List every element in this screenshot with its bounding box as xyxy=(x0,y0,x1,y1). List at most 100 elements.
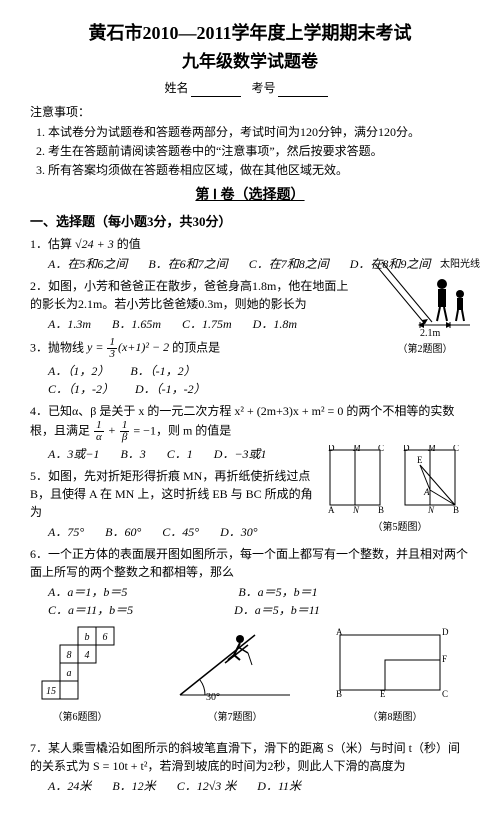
svg-text:M: M xyxy=(427,445,436,453)
svg-text:B: B xyxy=(336,689,342,699)
question-7: 7．某人乘雪橇沿如图所示的斜坡笔直滑下，滑下的距离 S（米）与时间 t（秒）间的… xyxy=(30,739,470,795)
q7-a: A．24米 xyxy=(48,777,91,795)
question-6: 6．一个正方体的表面展开图如图所示，每一个面上都写有一个整数，并且相对两个面上所… xyxy=(30,545,470,619)
svg-text:A: A xyxy=(328,505,335,515)
notice-item: 本试卷分为试题卷和答题卷两部分，考试时间为120分钟，满分120分。 xyxy=(48,123,470,141)
part1-head: 一、选择题（每小题3分，共30分） xyxy=(30,212,470,232)
svg-text:F: F xyxy=(442,654,447,664)
q6-b: B．a＝5，b＝1 xyxy=(238,583,317,601)
q6-fig-cap: （第6题图） xyxy=(40,710,120,725)
q2-b: B．1.65m xyxy=(112,315,161,333)
q7-stem: 7．某人乘雪橇沿如图所示的斜坡笔直滑下，滑下的距离 S（米）与时间 t（秒）间的… xyxy=(30,739,470,775)
q5-fig-cap: （第5题图） xyxy=(325,520,475,535)
q5-a: A．75° xyxy=(48,523,84,541)
q6-c: C．a＝11，b＝5 xyxy=(48,601,133,619)
q4-stem: 4．已知α、β 是关于 x 的一元二次方程 x² + (2m+3)x + m² … xyxy=(30,402,470,443)
q3-b: B．（-1，2） xyxy=(130,362,195,380)
svg-text:E: E xyxy=(417,455,423,465)
q1-pre: 1．估算 xyxy=(30,237,72,251)
svg-text:C: C xyxy=(442,689,448,699)
q6-options: A．a＝1，b＝5 B．a＝5，b＝1 C．a＝11，b＝5 D．a＝5，b＝1… xyxy=(30,583,470,619)
svg-text:4: 4 xyxy=(85,650,90,661)
svg-text:8: 8 xyxy=(67,650,72,661)
name-label: 姓名 xyxy=(164,81,188,95)
q2-c: C．1.75m xyxy=(182,315,232,333)
q2-sun-label: 太阳光线 xyxy=(440,257,480,272)
q7-fig-cap: （第7题图） xyxy=(170,710,300,725)
q7-b: B．12米 xyxy=(112,777,155,795)
q1-c: C．在7和8之间 xyxy=(249,255,329,273)
q3-d: D．（-1，-2） xyxy=(135,380,206,398)
q7-angle: 30° xyxy=(206,690,220,705)
svg-text:A: A xyxy=(423,487,430,497)
q2-a: A．1.3m xyxy=(48,315,91,333)
section-bar: 第 Ⅰ 卷（选择题） xyxy=(30,185,470,206)
svg-text:D: D xyxy=(442,627,449,637)
q3-expr: y = 13(x+1)² − 2 xyxy=(87,340,169,354)
q6-net: b 6 8 4 a 15 （第6题图） xyxy=(40,625,120,725)
notice-head: 注意事项： xyxy=(30,103,470,121)
svg-text:E: E xyxy=(380,689,386,699)
q7-d: D．11米 xyxy=(257,777,301,795)
q6-d: D．a＝5，b＝11 xyxy=(234,601,320,619)
svg-text:6: 6 xyxy=(103,632,108,643)
q1-a: A．在5和6之间 xyxy=(48,255,127,273)
examno-label: 考号 xyxy=(252,81,276,95)
q4-expr: 1α + 1β xyxy=(93,423,130,437)
question-5: 5．如图，先对折矩形得折痕 MN，再折纸使折线过点 B，且使得 A 在 MN 上… xyxy=(30,467,470,541)
svg-text:B: B xyxy=(453,505,459,515)
q6-stem: 6．一个正方体的表面展开图如图所示，每一个面上都写有一个整数，并且相对两个面上所… xyxy=(30,545,470,581)
q5-d: D．30° xyxy=(220,523,257,541)
svg-text:C: C xyxy=(453,445,459,453)
examno-blank xyxy=(278,84,328,97)
figure-row: b 6 8 4 a 15 （第6题图） xyxy=(30,625,470,735)
svg-text:D: D xyxy=(328,445,335,453)
q4-c: C．1 xyxy=(167,445,193,463)
q5-stem: 5．如图，先对折矩形得折痕 MN，再折纸使折线过点 B，且使得 A 在 MN 上… xyxy=(30,467,320,521)
svg-text:A: A xyxy=(336,627,343,637)
q8-fig-cap: （第8题图） xyxy=(330,710,460,725)
q1-expr: √24 + 3 xyxy=(75,237,114,251)
svg-text:b: b xyxy=(85,632,90,643)
q7-c: C．12√3 米 xyxy=(177,777,237,795)
q5-options: A．75° B．60° C．45° D．30° xyxy=(30,523,320,541)
q3-stem: 3．抛物线 y = 13(x+1)² − 2 的顶点是 xyxy=(30,337,470,360)
q3-c: C．（1，-2） xyxy=(48,380,114,398)
notice-item: 所有答案均须做在答题卷相应区域，做在其他区域无效。 xyxy=(48,161,470,179)
notice-list: 本试卷分为试题卷和答题卷两部分，考试时间为120分钟，满分120分。 考生在答题… xyxy=(30,123,470,179)
q7-figure: 30° （第7题图） xyxy=(170,625,300,725)
q4-post: = −1，则 m 的值是 xyxy=(133,423,231,437)
q4-a: A．3或−1 xyxy=(48,445,99,463)
title-main: 黄石市2010—2011学年度上学期期末考试 xyxy=(30,20,470,47)
title-sub: 九年级数学试题卷 xyxy=(30,49,470,75)
q1-stem: 1．估算 √24 + 3 的值 xyxy=(30,235,470,253)
svg-text:D: D xyxy=(403,445,410,453)
svg-text:C: C xyxy=(378,445,384,453)
svg-text:M: M xyxy=(352,445,361,453)
q5-b: B．60° xyxy=(105,523,141,541)
name-blank xyxy=(191,84,241,97)
q3-a: A．（1，2） xyxy=(48,362,109,380)
q2-stem: 2．如图，小芳和爸爸正在散步，爸爸身高1.8m，他在地面上的影长为2.1m。若小… xyxy=(30,277,360,313)
svg-text:N: N xyxy=(427,505,435,515)
question-2: 2．如图，小芳和爸爸正在散步，爸爸身高1.8m，他在地面上的影长为2.1m。若小… xyxy=(30,277,470,333)
svg-text:B: B xyxy=(378,505,384,515)
q3-mid: 的顶点是 xyxy=(172,340,220,354)
q3-options: A．（1，2） B．（-1，2） C．（1，-2） D．（-1，-2） xyxy=(30,362,470,398)
q6-a: A．a＝1，b＝5 xyxy=(48,583,127,601)
q5-c: C．45° xyxy=(162,523,199,541)
q5-svg: D M C A N B D M C E A N B xyxy=(325,445,475,515)
q1-post: 的值 xyxy=(117,237,141,251)
q4-b: B．3 xyxy=(120,445,145,463)
name-line: 姓名 考号 xyxy=(30,79,470,97)
svg-text:a: a xyxy=(67,668,72,679)
q2-d: D．1.8m xyxy=(253,315,297,333)
q4-d: D．−3或1 xyxy=(214,445,267,463)
svg-text:15: 15 xyxy=(46,686,56,697)
q7-options: A．24米 B．12米 C．12√3 米 D．11米 xyxy=(30,777,470,795)
q2-options: A．1.3m B．1.65m C．1.75m D．1.8m xyxy=(30,315,360,333)
q5-figure: D M C A N B D M C E A N B （第5题图） xyxy=(325,445,475,535)
notice-item: 考生在答题前请阅读答题卷中的“注意事项”，然后按要求答题。 xyxy=(48,142,470,160)
question-3: 3．抛物线 y = 13(x+1)² − 2 的顶点是 A．（1，2） B．（-… xyxy=(30,337,470,398)
q3-pre: 3．抛物线 xyxy=(30,340,87,354)
